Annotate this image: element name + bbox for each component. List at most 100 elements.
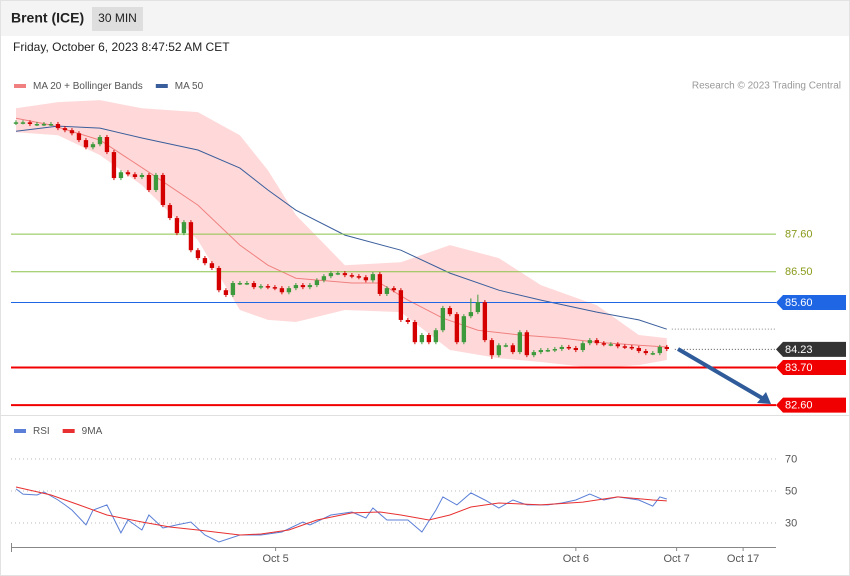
candle-body [251,283,257,288]
candle-body [188,222,194,251]
candle [573,345,579,353]
candle-body [363,277,369,281]
candle [517,330,523,355]
candle-body [216,267,222,291]
candle-body [202,258,208,264]
timeframe[interactable]: 30 MIN [98,11,137,25]
candle [118,170,124,181]
candle-body [146,174,152,191]
candle-body [370,274,376,281]
legend-swatch [155,84,168,88]
candle-body [209,263,215,268]
x-tick-label: Oct 6 [563,553,589,565]
candle-body [34,124,40,126]
candle-body [328,273,334,277]
legend-swatch [14,84,26,88]
candle [377,272,383,297]
candle [391,286,397,293]
candle [356,274,362,280]
candle [657,344,662,356]
candle [90,142,96,150]
candle-body [391,288,397,291]
candle-body [342,273,348,276]
bollinger-band [16,100,667,369]
candle [328,271,334,279]
candle-body [629,346,635,349]
candle [615,342,621,349]
candle-body [545,350,551,352]
candle [265,284,271,290]
candle-body [398,290,404,320]
candle-body [76,133,82,141]
x-tick-label: Oct 17 [727,553,759,565]
candle-body [433,330,439,343]
legend-label: MA 50 [175,81,204,92]
candle-body [489,340,495,356]
candle [559,344,565,352]
candle [468,298,474,319]
candle-body [622,346,628,348]
candle [188,220,194,253]
candle-body [69,130,75,134]
candle-body [496,345,502,356]
candle-body [440,307,446,331]
indicator-line [15,486,667,536]
forecast-arrow [676,347,764,400]
candle [531,350,537,358]
candle [167,203,173,221]
candle [62,126,68,133]
candle-body [468,312,474,317]
candle [608,342,614,347]
candle-body [83,140,89,148]
candle [412,319,418,345]
candle [230,280,236,298]
y-tick-label: 70 [785,453,797,465]
candle [111,150,117,181]
forecast-arrow-head [757,392,771,404]
candle-body [132,174,138,178]
candle [398,288,404,322]
candle-body [650,353,655,355]
candle [76,131,82,143]
candle-body [125,172,131,175]
candle-body [475,302,481,313]
candle [48,121,54,127]
candle [454,312,460,345]
candle [601,341,607,347]
candle-body [104,137,110,153]
candle-body [426,334,432,343]
candle [335,271,341,276]
candle [384,286,390,297]
candle-body [293,285,299,289]
level-label-box [776,397,846,413]
candle-body [377,274,383,294]
candle-body [97,137,103,145]
candle [405,317,411,325]
candle-body [356,276,362,278]
candle-body [405,319,411,322]
timeframe-box[interactable] [92,7,143,31]
candle [104,134,110,155]
candle-body [412,321,418,343]
level-label: 83.70 [785,362,813,374]
candle-body [13,122,19,124]
level-label: 82.60 [785,399,813,411]
candle [552,346,558,353]
candle-body [510,345,516,353]
candle [587,338,593,346]
candle [643,349,648,356]
candle-body [601,343,607,345]
candle-body [195,250,201,259]
candle-body [538,350,544,353]
candle [223,288,229,298]
candle [342,271,348,278]
candle [650,351,655,356]
candle [27,120,33,127]
y-tick-label: 50 [785,485,797,497]
candle [209,261,215,271]
level-label-box [776,359,846,375]
candle-body [160,174,166,206]
candle [300,283,306,290]
candle [258,284,264,290]
candle-body [55,124,61,129]
